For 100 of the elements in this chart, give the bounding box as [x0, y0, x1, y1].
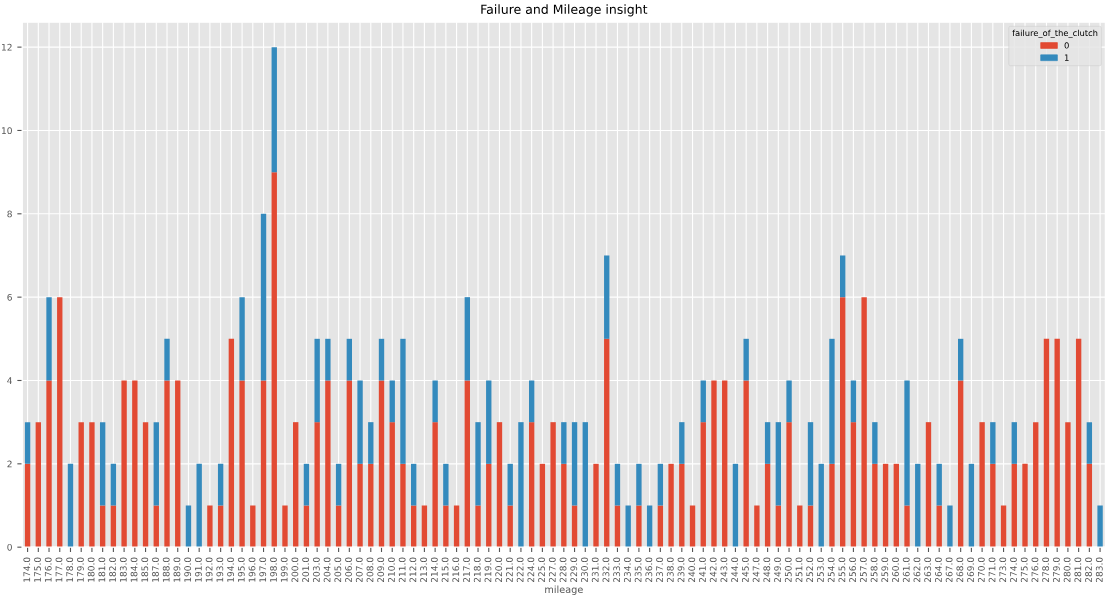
bar — [700, 422, 706, 548]
x-tick-label: 261.0 — [902, 557, 910, 583]
bar — [807, 505, 814, 548]
bar — [260, 380, 267, 548]
bar — [571, 422, 578, 506]
bar — [904, 380, 910, 506]
bar — [925, 422, 932, 548]
bar — [46, 297, 52, 381]
bar — [518, 422, 524, 548]
bar — [346, 338, 353, 381]
bar — [196, 463, 202, 548]
bar — [346, 380, 353, 548]
bar — [175, 380, 181, 548]
x-tick-label: 250.0 — [784, 557, 792, 583]
bar — [142, 422, 149, 548]
bar — [539, 463, 546, 548]
bar — [389, 380, 395, 423]
x-tick-label: 215.0 — [441, 557, 449, 583]
x-tick-label: 255.0 — [838, 557, 846, 583]
bar — [164, 338, 170, 381]
x-tick-label: 228.0 — [559, 557, 567, 583]
bar — [475, 505, 481, 548]
x-tick-label: 242.0 — [709, 557, 717, 583]
bar — [732, 463, 739, 548]
bar — [990, 422, 996, 464]
legend-label: 1 — [1064, 54, 1069, 61]
x-tick-label: 240.0 — [688, 557, 696, 583]
legend-label: 0 — [1064, 42, 1069, 49]
bar — [754, 505, 760, 548]
x-tick-label: 256.0 — [849, 557, 857, 583]
bar — [528, 422, 535, 548]
bar — [464, 297, 470, 381]
y-tick-label: 10 — [2, 127, 12, 135]
x-tick-label: 214.0 — [430, 557, 438, 583]
bar — [432, 422, 438, 548]
bar — [250, 505, 256, 548]
x-tick-label: 233.0 — [613, 557, 621, 583]
x-tick-label: 245.0 — [741, 557, 749, 583]
bar — [46, 380, 52, 548]
bar — [872, 422, 878, 464]
bar — [957, 338, 964, 381]
x-tick-label: 235.0 — [634, 557, 642, 583]
x-tick-label: 179.0 — [77, 557, 84, 582]
bar — [207, 505, 213, 548]
x-tick-label: 197.0 — [259, 557, 267, 582]
x-tick-label: 260.0 — [892, 557, 899, 583]
x-tick-label: 211.0 — [398, 557, 406, 583]
bar — [979, 422, 985, 548]
bar — [1011, 422, 1017, 464]
x-tick-label: 283.0 — [1095, 557, 1103, 583]
bar — [646, 505, 653, 548]
x-tick-label: 252.0 — [806, 557, 814, 583]
x-axis-title: mileage — [545, 585, 583, 595]
x-tick-label: 177.0 — [55, 557, 63, 582]
x-tick-label: 198.0 — [270, 557, 277, 582]
bar — [217, 463, 224, 506]
bar — [496, 422, 503, 548]
bar — [743, 338, 749, 381]
x-tick-label: 280.0 — [1063, 557, 1071, 583]
x-tick-label: 264.0 — [935, 557, 942, 583]
bar — [636, 463, 642, 506]
bar — [571, 505, 578, 548]
bar — [357, 380, 363, 464]
x-tick-label: 175.0 — [34, 557, 41, 582]
legend-title: failure_of_the_clutch — [1012, 29, 1098, 38]
bar — [893, 463, 899, 548]
x-tick-label: 216.0 — [452, 557, 460, 583]
bar — [775, 505, 782, 548]
bar — [57, 297, 63, 548]
bar — [722, 380, 728, 548]
bar — [786, 380, 792, 423]
x-tick-label: 206.0 — [345, 557, 352, 583]
bar — [314, 338, 320, 423]
y-tick-label: 12 — [2, 43, 12, 51]
bar — [303, 505, 310, 548]
bar — [1054, 338, 1060, 548]
bar — [239, 297, 245, 381]
x-tick-label: 190.0 — [184, 557, 192, 582]
bar — [850, 422, 857, 548]
bar — [335, 505, 342, 548]
bar — [464, 380, 470, 548]
x-tick-label: 237.0 — [656, 557, 663, 583]
bar — [764, 463, 771, 548]
bar — [164, 380, 170, 548]
bar — [904, 505, 910, 548]
bar — [840, 255, 846, 298]
x-tick-label: 222.0 — [516, 557, 524, 583]
x-tick-label: 196.0 — [248, 557, 256, 582]
bar — [110, 505, 117, 548]
x-tick-label: 229.0 — [570, 557, 578, 583]
bar — [711, 380, 717, 548]
x-tick-label: 218.0 — [473, 557, 481, 583]
bar — [786, 422, 792, 548]
x-tick-label: 271.0 — [988, 557, 996, 583]
x-tick-label: 270.0 — [977, 557, 985, 583]
bar — [1011, 463, 1017, 548]
bar — [303, 463, 310, 506]
x-tick-label: 217.0 — [463, 557, 470, 583]
x-tick-label: 227.0 — [548, 557, 556, 583]
bar — [990, 463, 996, 548]
